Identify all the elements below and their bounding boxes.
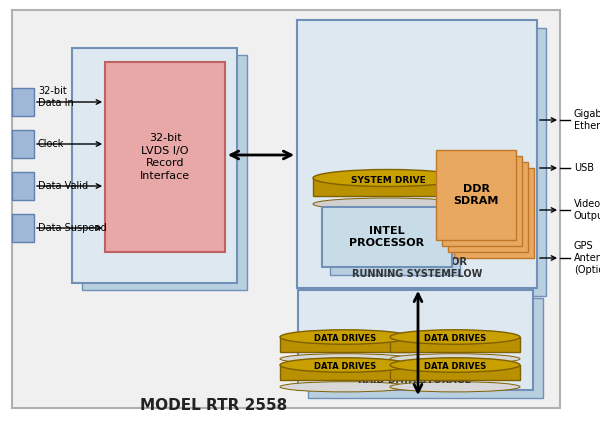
FancyBboxPatch shape	[442, 156, 522, 246]
Text: DATA DRIVES: DATA DRIVES	[314, 334, 376, 343]
Text: GPS
Antenna
(Optional): GPS Antenna (Optional)	[574, 241, 600, 275]
Text: Video
Output: Video Output	[574, 199, 600, 221]
Text: MODEL RTR 2558: MODEL RTR 2558	[140, 397, 287, 413]
FancyBboxPatch shape	[436, 150, 516, 240]
Polygon shape	[280, 337, 410, 352]
Text: DATA DRIVES: DATA DRIVES	[314, 362, 376, 371]
Text: DDR
SDRAM: DDR SDRAM	[454, 184, 499, 206]
FancyBboxPatch shape	[454, 168, 534, 258]
Polygon shape	[390, 337, 520, 352]
Text: SYSTEM DRIVE: SYSTEM DRIVE	[350, 176, 425, 184]
Ellipse shape	[390, 382, 520, 392]
FancyBboxPatch shape	[330, 215, 460, 275]
FancyBboxPatch shape	[12, 88, 34, 116]
Text: Data Valid: Data Valid	[38, 181, 88, 191]
FancyBboxPatch shape	[82, 55, 247, 290]
Ellipse shape	[313, 170, 463, 187]
Text: INTEL
PROCESSOR: INTEL PROCESSOR	[349, 226, 425, 248]
Text: DATA DRIVES: DATA DRIVES	[424, 334, 486, 343]
Text: 32-bit
LVDS I/O
Record
Interface: 32-bit LVDS I/O Record Interface	[140, 133, 190, 181]
Text: HOST PROCESSOR
RUNNING SYSTEMFLOW: HOST PROCESSOR RUNNING SYSTEMFLOW	[352, 257, 482, 279]
Ellipse shape	[280, 382, 410, 392]
FancyBboxPatch shape	[298, 290, 533, 390]
FancyBboxPatch shape	[308, 298, 543, 398]
Polygon shape	[280, 365, 410, 380]
Text: Clock: Clock	[38, 139, 64, 149]
FancyBboxPatch shape	[12, 172, 34, 200]
Ellipse shape	[313, 198, 463, 210]
FancyBboxPatch shape	[12, 10, 560, 408]
Text: USB: USB	[574, 163, 594, 173]
Text: RAID DATA STORAGE: RAID DATA STORAGE	[358, 375, 472, 385]
Text: Gigabit
Ethernet: Gigabit Ethernet	[574, 109, 600, 131]
FancyBboxPatch shape	[12, 130, 34, 158]
FancyBboxPatch shape	[105, 62, 225, 252]
Text: DATA DRIVES: DATA DRIVES	[424, 362, 486, 371]
Polygon shape	[390, 365, 520, 380]
FancyBboxPatch shape	[297, 20, 537, 288]
FancyBboxPatch shape	[72, 48, 237, 283]
Ellipse shape	[280, 354, 410, 364]
FancyBboxPatch shape	[448, 162, 528, 252]
Ellipse shape	[390, 354, 520, 364]
Text: Data Suspend: Data Suspend	[38, 223, 107, 233]
FancyBboxPatch shape	[306, 28, 546, 296]
FancyBboxPatch shape	[322, 207, 452, 267]
Ellipse shape	[280, 330, 410, 344]
Polygon shape	[313, 178, 463, 196]
FancyBboxPatch shape	[12, 214, 34, 242]
Ellipse shape	[390, 330, 520, 344]
Text: 32-bit
Data In: 32-bit Data In	[38, 86, 74, 108]
Ellipse shape	[390, 358, 520, 372]
Ellipse shape	[280, 358, 410, 372]
